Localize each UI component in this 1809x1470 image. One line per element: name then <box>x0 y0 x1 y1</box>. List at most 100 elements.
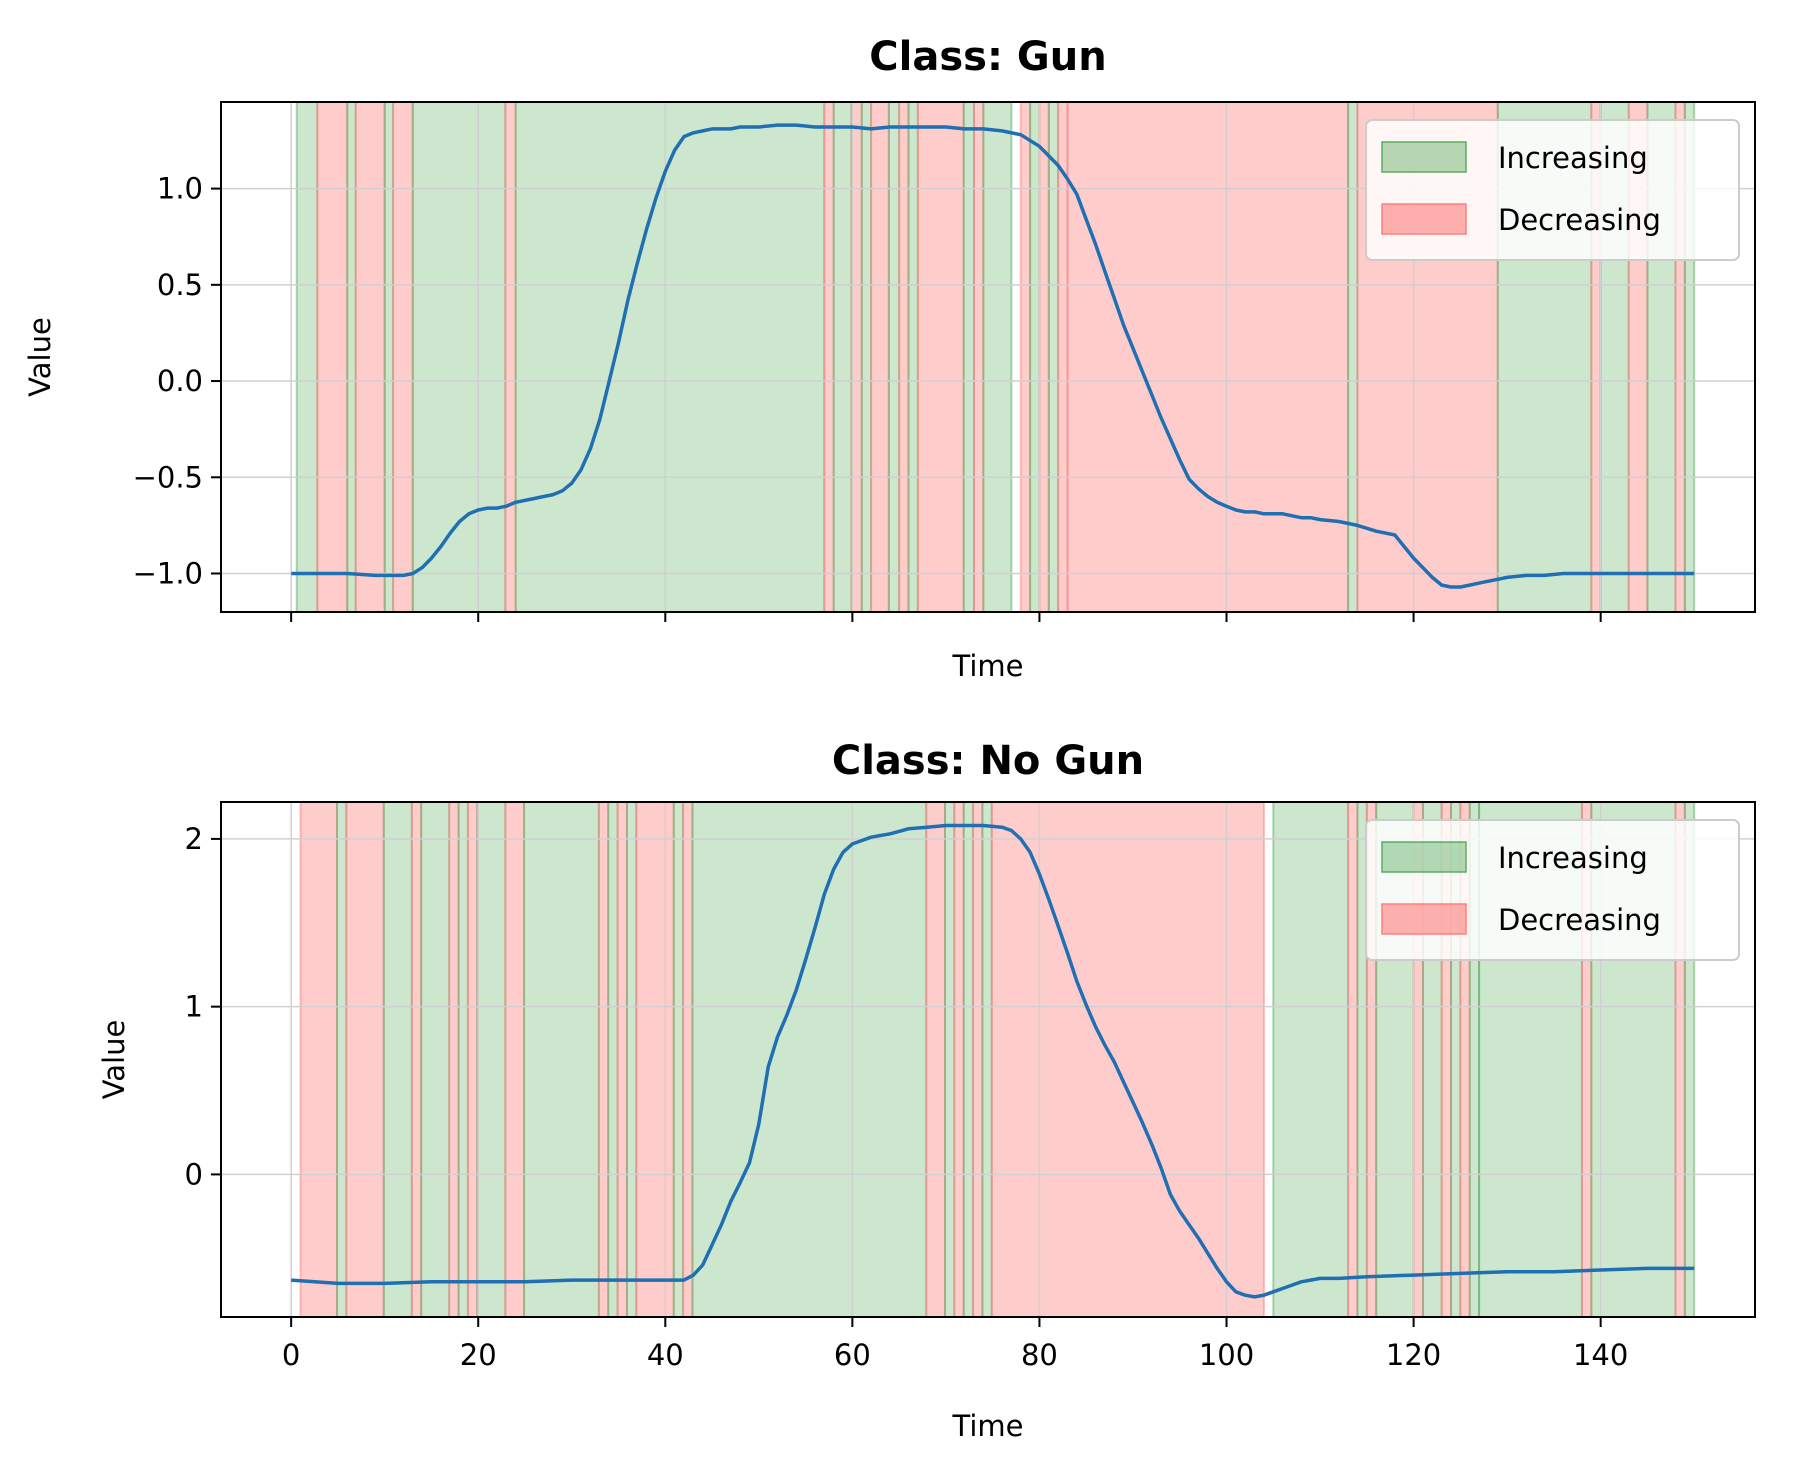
x-axis-label: Time <box>952 649 1024 683</box>
y-tick-label: 1 <box>185 990 203 1024</box>
y-tick-label: 0 <box>185 1157 203 1191</box>
x-tick-label: 0 <box>282 1338 300 1372</box>
increasing-region <box>907 101 919 613</box>
decreasing-region <box>953 801 965 1318</box>
increasing-region <box>382 801 413 1318</box>
decreasing-region <box>870 101 890 613</box>
legend-label-decreasing: Decreasing <box>1498 203 1661 237</box>
decreasing-region <box>448 801 460 1318</box>
increasing-region <box>1272 801 1350 1318</box>
y-tick-label: 0.0 <box>157 364 203 398</box>
decreasing-region <box>316 101 349 613</box>
increasing-region <box>981 801 993 1318</box>
x-tick-label: 140 <box>1573 1338 1628 1372</box>
increasing-region <box>943 801 956 1318</box>
decreasing-region <box>345 801 385 1318</box>
y-axis-ticks: −1.0 −0.5 0.0 0.5 1.0 <box>133 172 221 591</box>
decreasing-region <box>504 101 517 613</box>
increasing-region <box>832 101 853 613</box>
decreasing-region <box>898 101 910 613</box>
legend-swatch-increasing <box>1381 141 1467 173</box>
y-axis-label: Value <box>23 317 57 397</box>
decreasing-region <box>616 801 628 1318</box>
decreasing-region <box>925 801 946 1318</box>
x-tick-label: 100 <box>1199 1338 1254 1372</box>
decreasing-region <box>972 801 984 1318</box>
decreasing-region <box>916 101 965 613</box>
increasing-region <box>457 801 469 1318</box>
increasing-region <box>887 101 901 613</box>
y-tick-label: 1.0 <box>157 172 203 206</box>
increasing-region <box>982 101 1013 613</box>
increasing-region <box>295 101 319 613</box>
increasing-region <box>476 801 507 1318</box>
increasing-region <box>383 101 395 613</box>
x-axis-ticks: 0 20 40 60 80 100 120 140 <box>282 1317 1628 1372</box>
y-axis-label: Value <box>97 1020 131 1100</box>
decreasing-region <box>1019 101 1032 613</box>
increasing-region <box>411 101 507 613</box>
increasing-region <box>514 101 826 613</box>
decreasing-region <box>635 801 675 1318</box>
increasing-region <box>607 801 619 1318</box>
increasing-region <box>691 801 928 1318</box>
increasing-region <box>335 801 348 1318</box>
increasing-region <box>420 801 451 1318</box>
legend-label-increasing: Increasing <box>1498 841 1648 875</box>
decreasing-region <box>990 801 1265 1318</box>
decreasing-region <box>410 801 423 1318</box>
increasing-region <box>346 101 357 613</box>
y-tick-label: −1.0 <box>133 557 203 591</box>
increasing-region <box>962 101 975 613</box>
decreasing-region <box>1066 101 1350 613</box>
increasing-region <box>1029 101 1041 613</box>
decreasing-region <box>392 101 414 613</box>
legend: Increasing Decreasing <box>1365 119 1740 261</box>
legend-swatch-decreasing <box>1381 903 1467 935</box>
increasing-region <box>523 801 600 1318</box>
decreasing-region <box>299 801 338 1318</box>
legend-label-increasing: Increasing <box>1498 141 1648 175</box>
decreasing-region <box>972 101 985 613</box>
increasing-region <box>962 801 975 1318</box>
chart-panel-gun: −1.0 −0.5 0.0 0.5 1.0 Class: Gun Time Value Incr… <box>23 34 1756 683</box>
legend-swatch-decreasing <box>1381 203 1467 235</box>
x-tick-label: 120 <box>1386 1338 1441 1372</box>
trend-regions <box>295 101 1696 613</box>
axes-frame <box>220 801 1756 1318</box>
x-axis-ticks <box>290 612 1602 622</box>
gridlines <box>221 802 1755 1317</box>
series-line <box>291 123 1695 589</box>
chart-title: Class: No Gun <box>832 738 1144 784</box>
series-line <box>291 823 1695 1299</box>
decreasing-region <box>682 801 694 1318</box>
legend-label-decreasing: Decreasing <box>1498 903 1661 937</box>
decreasing-region <box>1347 801 1359 1318</box>
legend: Increasing Decreasing <box>1365 819 1740 961</box>
decreasing-region <box>597 801 610 1318</box>
x-axis-label: Time <box>952 1409 1024 1443</box>
legend-swatch-increasing <box>1381 841 1467 873</box>
chart-panel-no-gun: 0 20 40 60 80 100 120 140 0 1 2 Class: No Gun Time Va… <box>97 738 1756 1443</box>
chart-title: Class: Gun <box>869 34 1106 80</box>
y-tick-label: 2 <box>185 822 203 856</box>
y-axis-ticks: 0 1 2 <box>185 822 221 1191</box>
increasing-region <box>1347 101 1359 613</box>
y-tick-label: 0.5 <box>157 268 203 302</box>
x-tick-label: 60 <box>834 1338 871 1372</box>
x-tick-label: 80 <box>1021 1338 1058 1372</box>
x-tick-label: 40 <box>647 1338 684 1372</box>
x-tick-label: 20 <box>460 1338 497 1372</box>
decreasing-region <box>466 801 479 1318</box>
y-tick-label: −0.5 <box>133 460 203 494</box>
axes-frame <box>220 101 1756 613</box>
increasing-region <box>672 801 685 1318</box>
decreasing-region <box>504 801 526 1318</box>
decreasing-region <box>1038 101 1050 613</box>
decreasing-region <box>823 101 835 613</box>
increasing-region <box>1047 101 1060 613</box>
increasing-region <box>625 801 638 1318</box>
increasing-region <box>860 101 873 613</box>
decreasing-region <box>354 101 386 613</box>
